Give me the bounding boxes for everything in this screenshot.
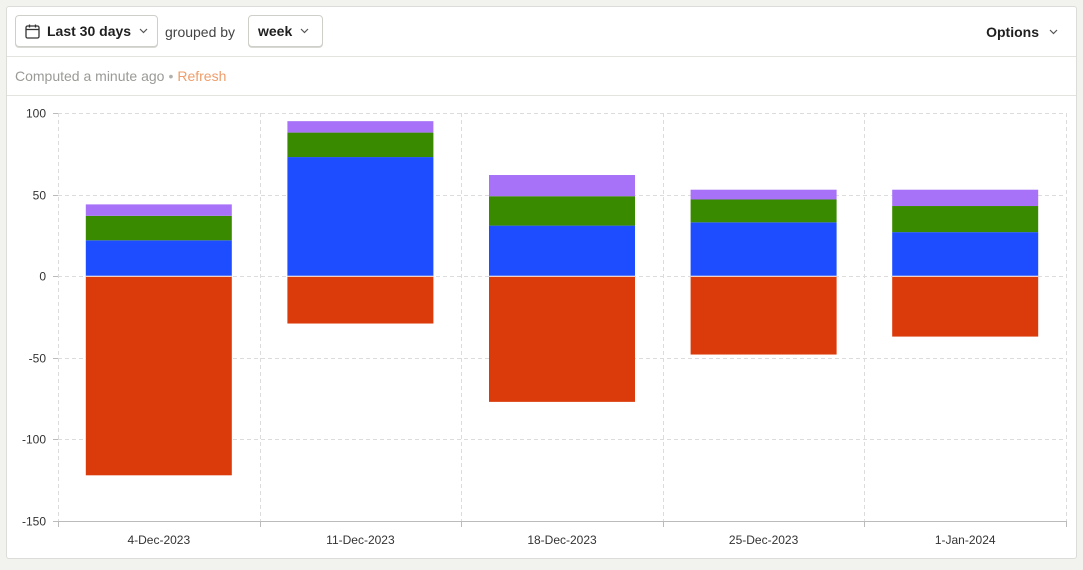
bar-segment bbox=[489, 225, 635, 277]
y-tick-label: -50 bbox=[29, 352, 47, 366]
bar-segment bbox=[287, 121, 434, 133]
bar-segment bbox=[287, 132, 434, 158]
bar-segment bbox=[489, 276, 635, 402]
y-tick-label: -150 bbox=[22, 515, 46, 529]
computed-status: Computed a minute ago • Refresh bbox=[7, 57, 1076, 96]
bar-segment bbox=[892, 276, 1039, 337]
toolbar: Last 30 days grouped by week Options bbox=[7, 7, 1076, 57]
bar-segment bbox=[85, 215, 232, 241]
status-separator: • bbox=[168, 68, 174, 84]
bar-segment bbox=[690, 189, 837, 200]
y-tick-label: -100 bbox=[22, 433, 46, 447]
y-tick-label: 100 bbox=[26, 107, 46, 121]
y-tick-label: 50 bbox=[33, 189, 47, 203]
options-button[interactable]: Options bbox=[986, 24, 1058, 40]
chevron-down-icon bbox=[1049, 29, 1058, 35]
interval-button[interactable]: week bbox=[248, 15, 323, 47]
bar-segment bbox=[690, 199, 837, 223]
bar-segment bbox=[489, 196, 635, 226]
bar-segment bbox=[85, 240, 232, 277]
date-range-label: Last 30 days bbox=[47, 23, 132, 39]
chevron-down-icon bbox=[300, 28, 309, 34]
bar-segment bbox=[489, 175, 635, 197]
y-tick-label: 0 bbox=[39, 270, 46, 284]
computed-text: Computed a minute ago bbox=[15, 68, 165, 84]
bar-segment bbox=[690, 276, 837, 355]
x-tick-label: 25-Dec-2023 bbox=[729, 533, 799, 547]
x-tick-label: 18-Dec-2023 bbox=[527, 533, 597, 547]
bar-segment bbox=[287, 157, 434, 277]
bar-segment bbox=[892, 206, 1039, 233]
chevron-down-icon bbox=[139, 28, 148, 34]
calendar-icon bbox=[25, 24, 40, 39]
bar-segment bbox=[690, 222, 837, 277]
x-tick-label: 1-Jan-2024 bbox=[935, 533, 996, 547]
interval-label: week bbox=[258, 23, 293, 39]
x-tick-label: 11-Dec-2023 bbox=[326, 533, 395, 547]
bar-segment bbox=[892, 232, 1039, 277]
refresh-link[interactable]: Refresh bbox=[177, 68, 227, 84]
grouped-by-label: grouped by bbox=[165, 24, 236, 40]
x-tick-label: 4-Dec-2023 bbox=[127, 533, 190, 547]
bar-segment bbox=[287, 276, 434, 324]
date-range-button[interactable]: Last 30 days bbox=[15, 15, 158, 47]
bar-segment bbox=[85, 276, 232, 476]
options-label: Options bbox=[986, 24, 1039, 40]
bar-segment bbox=[892, 189, 1039, 207]
bar-segment bbox=[85, 204, 232, 216]
